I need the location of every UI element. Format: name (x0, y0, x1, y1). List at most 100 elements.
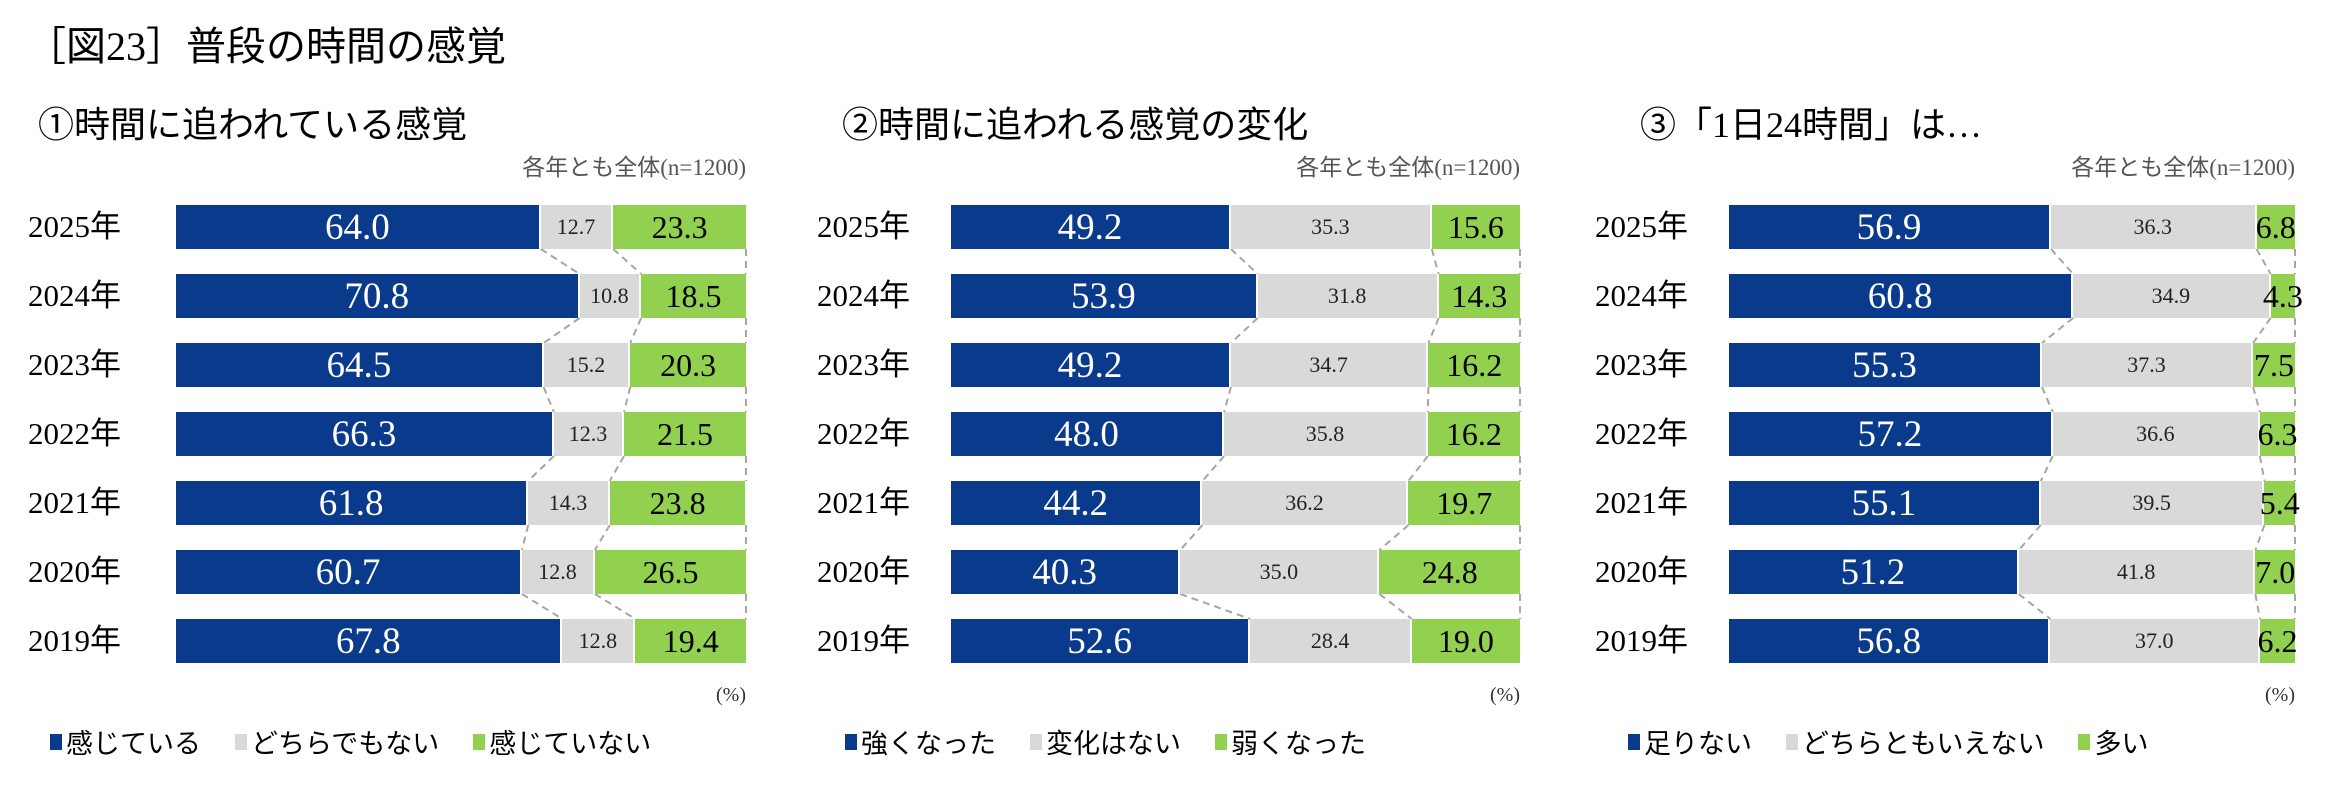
bar-segment-gray: 36.6 (2052, 412, 2258, 456)
data-label: 16.2 (1445, 415, 1502, 452)
connector-line (1378, 593, 1413, 620)
connector-line (2255, 248, 2272, 275)
bar-segment-blue: 56.8 (1729, 619, 2049, 663)
bar-segment-blue: 40.3 (951, 550, 1179, 594)
bar-segment-blue: 52.6 (951, 619, 1249, 663)
connector-line (1230, 248, 1259, 275)
data-label: 10.8 (590, 283, 629, 308)
sample-note: 各年とも全体(n=1200) (1296, 155, 1520, 180)
bar-segment-gray: 12.7 (540, 205, 612, 249)
bar-segment-green: 15.6 (1431, 205, 1520, 249)
legend-swatch (1786, 733, 1798, 750)
connector-line (1378, 524, 1410, 551)
bar-segment-green: 24.8 (1379, 550, 1520, 594)
data-label: 14.3 (548, 490, 588, 515)
bar-segment-gray: 14.3 (528, 481, 608, 525)
connector-line (542, 386, 555, 413)
bar-segment-gray: 28.4 (1250, 619, 1410, 663)
year-label: 2025年 (817, 209, 910, 244)
bar-segment-blue: 66.3 (176, 412, 552, 456)
chart-title: ③「1日24時間」は… (1640, 105, 1983, 145)
bar-segment-gray: 12.3 (553, 412, 623, 456)
connector-line (2041, 317, 2074, 344)
connector-line (594, 524, 611, 551)
data-label: 26.5 (642, 553, 699, 590)
legend-item: 足りない (1628, 722, 1752, 761)
legend: 強くなった 変化はない 弱くなった (845, 722, 1366, 761)
data-label: 66.3 (331, 413, 397, 455)
year-label: 2023年 (28, 347, 121, 382)
legend: 感じている どちらでもない 感じていない (50, 722, 651, 761)
legend-item: 多い (2078, 722, 2148, 761)
data-label: 36.3 (2133, 214, 2173, 239)
data-label: 37.3 (2127, 352, 2166, 377)
data-label: 23.8 (649, 484, 706, 521)
connector-line (1179, 593, 1251, 620)
data-label: 12.7 (556, 214, 596, 239)
unit-label: (%) (2265, 684, 2295, 706)
data-label: 15.6 (1447, 208, 1504, 245)
bar-segment-green: 16.2 (1427, 412, 1520, 456)
bar-segment-green: 20.3 (630, 343, 746, 387)
bar-segment-green: 23.3 (613, 205, 746, 249)
data-label: 21.5 (657, 415, 713, 452)
bar-segment-gray: 15.2 (543, 343, 629, 387)
bar-segment-blue: 64.0 (176, 205, 539, 249)
bar-segment-gray: 35.8 (1224, 412, 1426, 456)
data-label: 39.5 (2132, 490, 2171, 515)
bar-segment-gray: 37.0 (2050, 619, 2258, 663)
data-label: 23.3 (651, 208, 708, 245)
bar-segment-blue: 49.2 (951, 205, 1229, 249)
connector-line (521, 524, 530, 551)
data-label: 31.8 (1327, 283, 1367, 308)
connector-line (521, 593, 563, 620)
connector-line (2041, 386, 2054, 413)
data-label: 48.0 (1054, 413, 1119, 455)
bar-segment-blue: 55.3 (1729, 343, 2040, 387)
bar-segment-blue: 60.7 (176, 550, 520, 594)
bar-segment-gray: 41.8 (2018, 550, 2254, 594)
connector-line (612, 248, 642, 275)
bar-segment-blue: 56.9 (1729, 205, 2050, 249)
connector-line (2258, 455, 2266, 482)
legend-item: どちらでもない (235, 722, 439, 761)
data-label: 15.2 (566, 352, 606, 377)
connector-line (1223, 386, 1232, 413)
year-label: 2025年 (1595, 209, 1688, 244)
data-label: 49.2 (1057, 344, 1123, 386)
bar-segment-green: 19.7 (1408, 481, 1520, 525)
connector-line (2050, 248, 2074, 275)
legend-swatch (235, 733, 247, 750)
bar-segment-blue: 61.8 (176, 481, 527, 525)
bar-segment-green: 19.0 (1411, 619, 1520, 663)
connector-line (1179, 524, 1204, 551)
connector-line (543, 317, 581, 344)
year-label: 2021年 (28, 485, 121, 520)
year-label: 2022年 (1595, 416, 1688, 451)
bar-segment-blue: 57.2 (1729, 412, 2051, 456)
bar-segment-blue: 55.1 (1729, 481, 2039, 525)
connector-line (540, 248, 581, 275)
bar-segment-blue: 64.5 (176, 343, 542, 387)
legend-label: 足りない (1644, 729, 1752, 759)
data-label: 18.5 (665, 277, 722, 314)
data-label: 56.8 (1856, 620, 1922, 662)
bar-segment-green: 18.5 (641, 274, 746, 318)
legend-swatch (1215, 733, 1227, 750)
legend-swatch (473, 733, 486, 750)
data-label: 44.2 (1043, 482, 1109, 524)
data-label: 64.0 (325, 206, 390, 248)
connector-line (2018, 524, 2042, 551)
legend-item: 弱くなった (1215, 722, 1366, 761)
bar-segment-green: 6.8 (2255, 205, 2296, 249)
year-label: 2020年 (1595, 554, 1688, 589)
bar-segment-blue: 70.8 (176, 274, 578, 318)
bar-segment-blue: 48.0 (951, 412, 1223, 456)
bar-segment-green: 21.5 (624, 412, 746, 456)
bar-segment-green: 14.3 (1438, 274, 1520, 318)
data-label: 19.7 (1436, 484, 1493, 521)
data-label: 41.8 (2116, 559, 2156, 584)
year-label: 2019年 (817, 623, 910, 658)
data-label: 6.8 (2255, 208, 2296, 245)
data-label: 7.5 (2254, 346, 2295, 383)
